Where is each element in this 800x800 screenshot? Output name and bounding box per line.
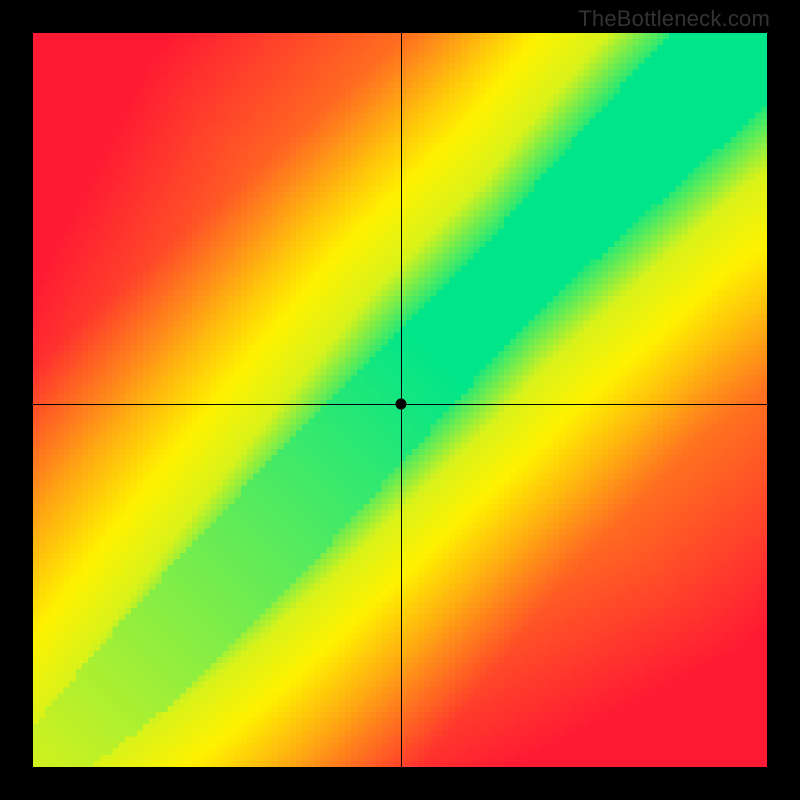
bottleneck-heatmap: [33, 33, 767, 767]
crosshair-marker: [396, 399, 407, 410]
watermark-text: TheBottleneck.com: [578, 6, 770, 32]
